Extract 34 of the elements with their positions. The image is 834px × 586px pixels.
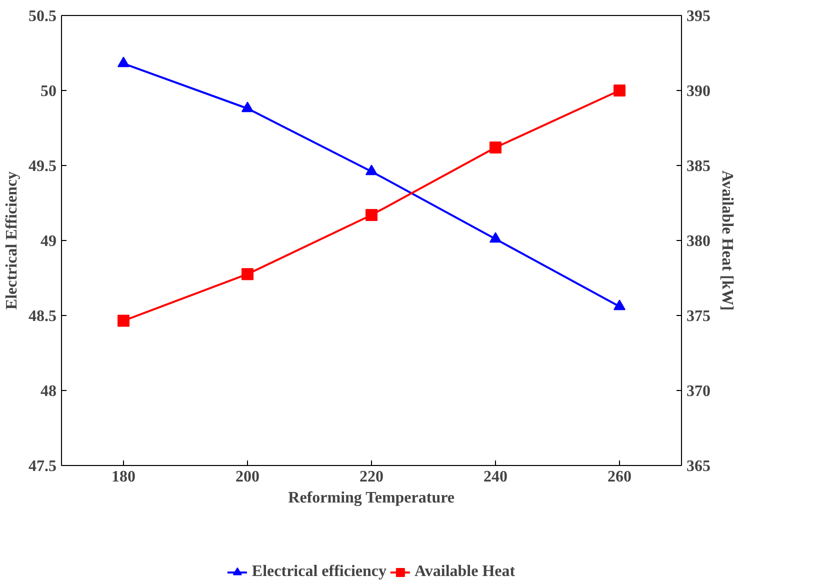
legend-label: Electrical efficiency [252,563,387,582]
point [614,300,626,310]
y2-tick-label: 370 [686,383,710,400]
point [118,56,130,68]
y-tick-label: 50.5 [28,8,56,25]
point [242,102,254,112]
y2-tick-label: 395 [686,8,710,25]
y-tick-label: 48.5 [28,308,56,325]
x-tick-label: 260 [608,468,632,486]
point [242,268,254,280]
y-tick-label: 49.5 [28,158,56,175]
y-tick-label: 47.5 [28,458,56,475]
y2-tick-label: 380 [686,233,710,250]
x-tick-label: 180 [112,468,136,486]
x-axis-title: Reforming Temperature [288,490,455,506]
legend-label: Available Heat [414,563,516,582]
y-tick-label: 48 [40,383,56,400]
y2-tick-label: 375 [686,308,710,325]
y-tick-label: 50 [40,83,56,100]
y2-axis-title: Available Heat [kW] [718,170,736,311]
y2-tick-label: 385 [686,158,710,175]
point [366,164,378,176]
point [490,232,502,243]
y-axis-title: Electrical Efficiency [4,171,20,310]
point [366,209,378,221]
x-tick-label: 200 [236,468,260,486]
point [490,142,502,154]
x-tick-label: 220 [360,468,384,486]
x-tick-label: 240 [484,468,508,486]
y2-tick-label: 390 [686,83,710,100]
point [118,314,130,327]
y2-tick-label: 365 [686,458,710,475]
point [614,84,626,96]
y-tick-label: 49 [40,233,56,250]
